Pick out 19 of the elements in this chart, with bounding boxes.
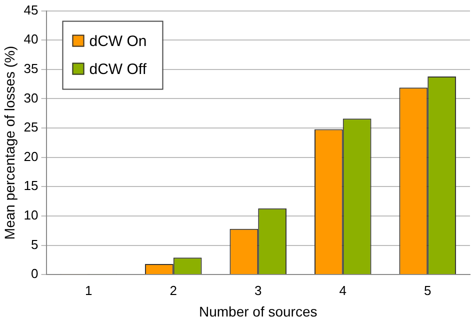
x-tick-label: 1 [85, 282, 92, 298]
x-tick-label: 2 [170, 282, 177, 298]
x-axis-title: Number of sources [198, 303, 318, 320]
y-tick-label: 5 [31, 236, 38, 252]
y-tick-label: 10 [24, 208, 38, 223]
y-tick-label: 20 [24, 148, 38, 164]
y-tick-label: 30 [24, 90, 38, 106]
x-tick-label: 4 [339, 282, 346, 298]
y-tick-label: 15 [24, 178, 38, 194]
y-tick-label: 0 [31, 266, 38, 282]
y-axis-title: Mean percentage of losses (%) [1, 46, 18, 240]
x-tick-label: 5 [424, 282, 432, 298]
legend-label: dCW Off [89, 60, 148, 78]
y-tick-label: 40 [24, 32, 38, 47]
y-tick-label: 45 [24, 2, 38, 18]
legend-label: dCW On [89, 32, 147, 50]
y-tick-label: 25 [24, 120, 38, 135]
y-tick-label: 35 [24, 61, 38, 76]
x-tick-label: 3 [254, 282, 262, 298]
